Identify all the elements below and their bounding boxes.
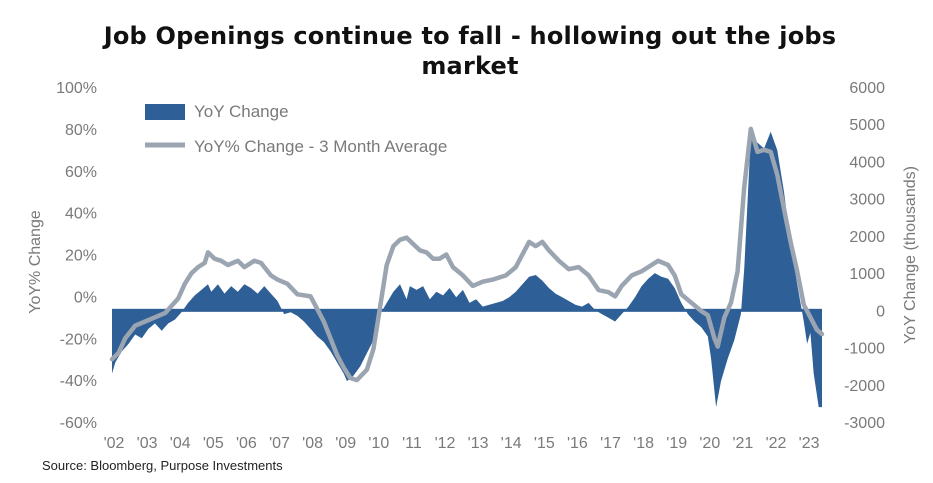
x-tick-label: '04 <box>170 435 191 452</box>
line-series-group <box>109 126 825 383</box>
x-tick-label: '23 <box>799 435 820 452</box>
right-axis-ticks: -3000 -2000 -1000 0 1000 2000 3000 4000 5000 6000 <box>844 80 885 432</box>
chart-title-line-1: Job Openings continue to fall - hollowin… <box>103 22 837 50</box>
right-tick-label: -2000 <box>844 378 885 395</box>
source-note: Source: Bloomberg, Purpose Investments <box>42 458 283 473</box>
left-tick-label: 20% <box>65 248 97 265</box>
x-tick-label: '05 <box>203 435 224 452</box>
left-axis-label: YoY% Change <box>27 210 44 314</box>
left-tick-label: 40% <box>65 206 97 223</box>
left-tick-label: 80% <box>65 122 97 139</box>
right-tick-label: 4000 <box>849 154 885 171</box>
right-tick-label: 6000 <box>849 80 885 97</box>
x-tick-label: '11 <box>402 435 422 452</box>
left-axis-ticks: -60% -40% -20% 0% 20% 40% 60% 80% 100% <box>56 80 97 432</box>
x-tick-label: '16 <box>567 435 588 452</box>
x-tick-label: '03 <box>137 435 158 452</box>
x-tick-label: '07 <box>269 435 290 452</box>
left-tick-label: 0% <box>74 289 97 306</box>
x-tick-label: '12 <box>435 435 456 452</box>
legend: YoY Change YoY% Change - 3 Month Average <box>145 102 447 156</box>
x-tick-label: '19 <box>666 435 687 452</box>
x-tick-label: '10 <box>368 435 389 452</box>
left-tick-label: 100% <box>56 80 97 97</box>
x-tick-label: '22 <box>766 435 787 452</box>
left-tick-label: 60% <box>65 164 97 181</box>
x-tick-label: '15 <box>534 435 555 452</box>
area-series-group <box>112 131 822 408</box>
right-tick-label: 3000 <box>849 192 885 209</box>
x-tick-label: '09 <box>335 435 356 452</box>
series-3-month-average-line <box>109 126 825 383</box>
right-tick-label: -1000 <box>844 341 885 358</box>
x-tick-label: '14 <box>501 435 522 452</box>
x-tick-label: '06 <box>236 435 257 452</box>
left-tick-label: -40% <box>60 373 97 390</box>
x-tick-label: '02 <box>104 435 125 452</box>
left-tick-label: -60% <box>60 415 97 432</box>
x-tick-label: '18 <box>633 435 654 452</box>
right-tick-label: 2000 <box>849 229 885 246</box>
x-tick-label: '13 <box>468 435 489 452</box>
x-tick-label: '20 <box>699 435 720 452</box>
legend-swatch-yoy-change <box>145 104 185 120</box>
right-axis-label: YoY Change (thousands) <box>902 166 919 344</box>
right-tick-label: -3000 <box>844 415 885 432</box>
series-yoy-change-area <box>112 131 822 408</box>
right-tick-label: 1000 <box>849 266 885 283</box>
chart-title-line-2: market <box>421 52 519 80</box>
right-tick-label: 0 <box>876 303 885 320</box>
left-tick-label: -20% <box>60 331 97 348</box>
x-tick-label: '17 <box>600 435 621 452</box>
zero-baseline <box>112 308 822 312</box>
x-tick-label: '21 <box>732 435 753 452</box>
x-tick-label: '08 <box>302 435 323 452</box>
legend-label-3-month-average: YoY% Change - 3 Month Average <box>194 137 447 156</box>
right-tick-label: 5000 <box>849 117 885 134</box>
legend-label-yoy-change: YoY Change <box>194 102 289 121</box>
x-axis-ticks: '02 '03 '04 '05 '06 '07 '08 '09 '10 '11 '12 '13 '14 '… <box>104 435 820 452</box>
